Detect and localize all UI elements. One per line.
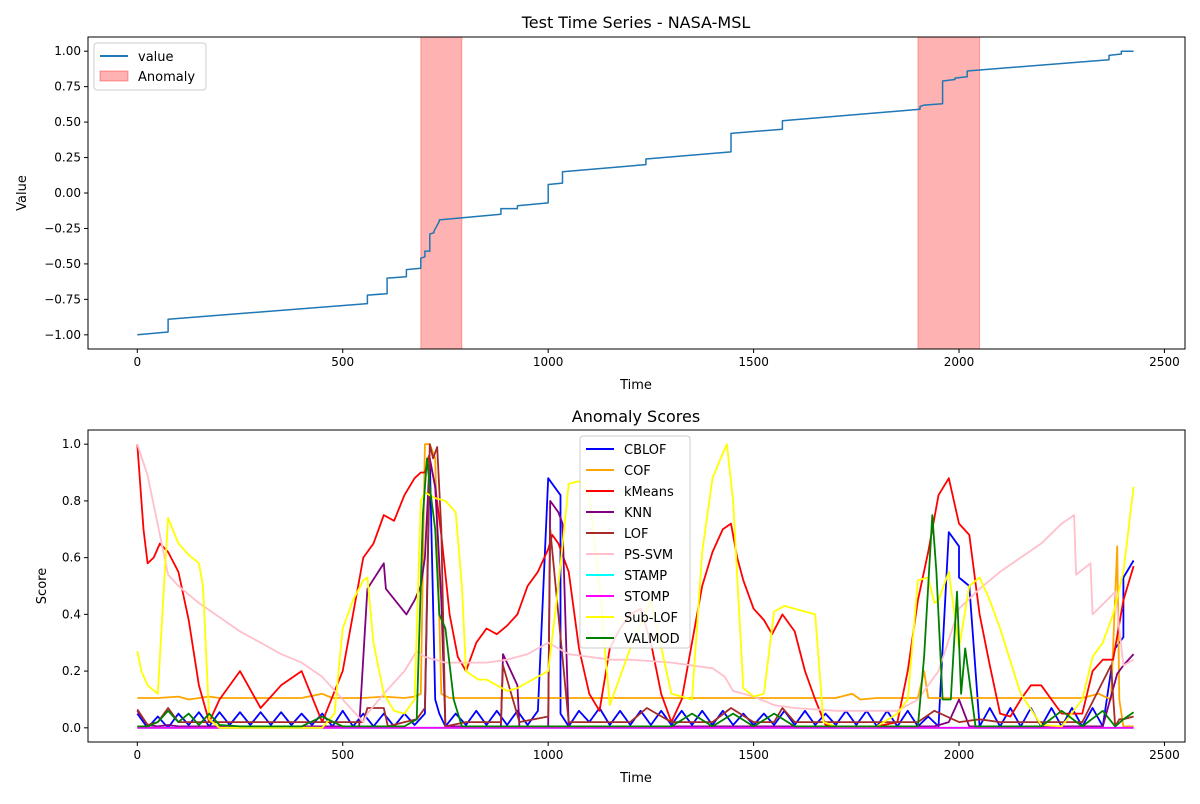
value-xtick-label: 2000 <box>944 355 975 369</box>
score-ytick-label: 0.2 <box>62 664 81 678</box>
score-xtick-label: 2000 <box>944 748 975 762</box>
score-ytick-label: 0.4 <box>62 607 81 621</box>
value-xtick-label: 1000 <box>533 355 564 369</box>
score-series-valmod <box>137 457 1135 728</box>
score-ytick-label: 1.0 <box>62 437 81 451</box>
value-xtick-label: 0 <box>133 355 141 369</box>
score-chart-ylabel: Score <box>35 568 50 604</box>
value-ytick-label: −0.50 <box>44 257 81 271</box>
value-ytick-label: 0.00 <box>54 186 81 200</box>
value-ytick-label: 1.00 <box>54 44 81 58</box>
score-legend-label: Sub-LOF <box>624 611 678 626</box>
value-legend-label: value <box>138 50 174 65</box>
score-legend-label: CBLOF <box>624 443 667 458</box>
value-xtick-label: 2500 <box>1149 355 1180 369</box>
value-chart: Test Time Series - NASA-MSL Time Value 0… <box>15 13 1186 393</box>
score-xtick-label: 1500 <box>738 748 769 762</box>
value-anomaly-span <box>917 36 981 350</box>
value-chart-xlabel: Time <box>619 378 652 393</box>
value-ytick-label: −0.25 <box>44 221 81 235</box>
value-chart-title: Test Time Series - NASA-MSL <box>521 13 751 32</box>
value-legend: value Anomaly <box>93 42 207 91</box>
score-ytick-label: 0.8 <box>62 494 81 508</box>
score-legend-label: KNN <box>624 506 652 521</box>
value-ytick-label: −1.00 <box>44 328 81 342</box>
score-ytick-label: 0.6 <box>62 551 81 565</box>
score-legend: CBLOF COF kMeans KNN LOF PS-SVM STAMP STOMP Sub-… <box>579 435 691 649</box>
score-legend-label: VALMOD <box>624 632 680 647</box>
score-series-cof <box>137 443 1134 728</box>
score-legend-label: COF <box>624 464 651 479</box>
score-xtick-label: 0 <box>133 748 141 762</box>
score-series-lof <box>136 443 1134 728</box>
score-legend-label: PS-SVM <box>624 548 673 563</box>
score-xtick-label: 2500 <box>1149 748 1180 762</box>
value-ytick-label: 0.25 <box>54 151 81 165</box>
score-xtick-label: 1000 <box>533 748 564 762</box>
score-xtick-label: 500 <box>331 748 354 762</box>
score-chart-title: Anomaly Scores <box>572 407 700 426</box>
value-ytick-label: 0.50 <box>54 115 81 129</box>
score-series-knn <box>136 457 1135 728</box>
score-legend-label: STAMP <box>624 569 667 584</box>
value-legend-swatch <box>99 70 129 82</box>
value-chart-ylabel: Value <box>15 175 30 211</box>
value-xtick-label: 500 <box>331 355 354 369</box>
score-ytick-label: 0.0 <box>62 721 81 735</box>
value-ytick-label: 0.75 <box>54 80 81 94</box>
value-legend-label: Anomaly <box>138 70 195 85</box>
score-axes-frame <box>87 429 1186 743</box>
score-legend-label: STOMP <box>624 590 670 605</box>
score-legend-label: kMeans <box>624 485 674 500</box>
score-series-ps-svm <box>136 443 1135 723</box>
score-chart: Anomaly Scores Time Score 0 500 1000 1500 20… <box>35 407 1186 786</box>
score-chart-xlabel: Time <box>619 771 652 786</box>
value-anomaly-span <box>420 36 463 350</box>
value-ytick-label: −0.75 <box>44 292 81 306</box>
value-xtick-label: 1500 <box>738 355 769 369</box>
score-legend-label: LOF <box>624 527 649 542</box>
value-legend-box <box>93 42 207 91</box>
value-series-value <box>137 50 1134 336</box>
